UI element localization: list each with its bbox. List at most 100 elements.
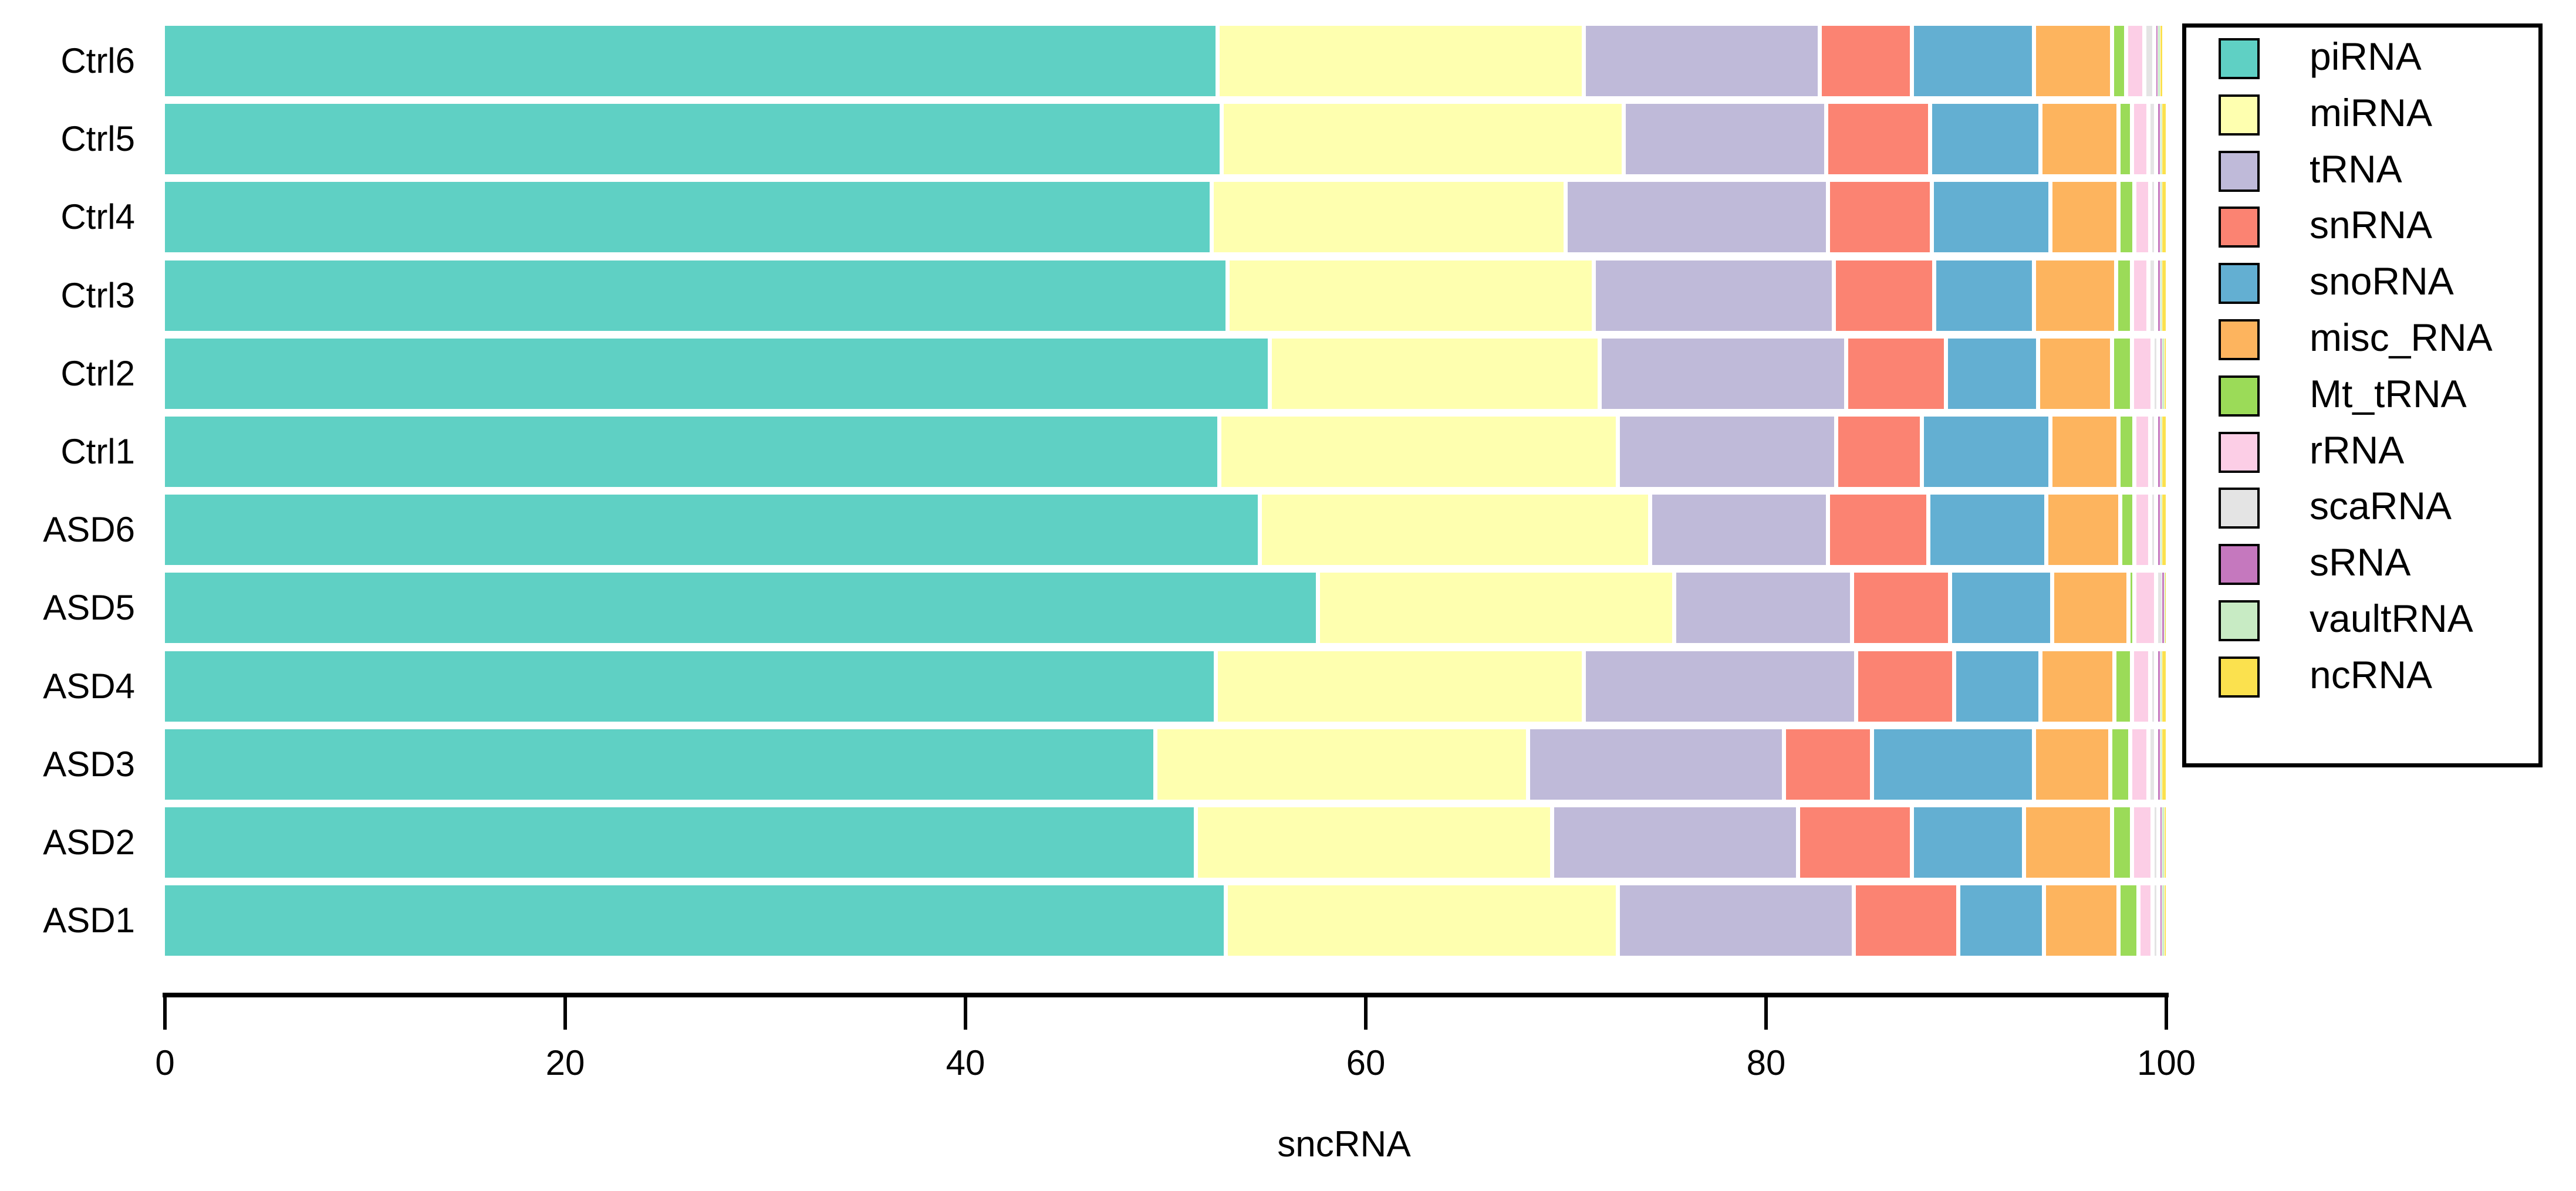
bar-segment-snoRNA [1914,807,2023,878]
bar-segment-miRNA [1221,417,1616,487]
x-axis-tick-80 [1764,997,1768,1030]
legend-label-misc_RNA: misc_RNA [2310,316,2493,359]
bar-row-Ctrl6 [0,26,2576,96]
bar-segment-sRNA [2160,807,2162,878]
x-axis-tick-0 [163,997,167,1030]
bar-segment-misc_RNA [2042,651,2112,722]
bar-segment-scaRNA [2152,417,2155,487]
bar-segment-vaultRNA [2160,417,2162,487]
bar-segment-vaultRNA [2160,104,2162,175]
bar-segment-snRNA [1836,260,1932,331]
x-axis-tick-label-40: 40 [946,1043,985,1082]
bar-segment-ncRNA [2164,338,2166,409]
bar-segment-vaultRNA [2162,338,2164,409]
y-axis-label-Ctrl6: Ctrl6 [60,41,135,80]
bar-segment-ncRNA [2162,417,2166,487]
bar-segment-piRNA [165,260,1226,331]
bar-segment-ncRNA [2162,182,2166,253]
bar-segment-piRNA [165,417,1218,487]
bar-segment-scaRNA [2146,26,2152,96]
bar-segment-miRNA [1220,26,1582,96]
bar-segment-scaRNA [2152,495,2155,566]
bar-segment-sRNA [2158,495,2160,566]
bar-segment-scaRNA [2154,807,2156,878]
x-axis-tick-label-20: 20 [545,1043,585,1082]
y-axis-label-ASD4: ASD4 [43,666,135,706]
bar-segment-misc_RNA [2054,573,2126,644]
bar-row-Ctrl1 [0,417,2576,487]
legend-label-tRNA: tRNA [2310,147,2402,191]
legend-swatch-misc_RNA [2219,319,2260,360]
bar-segment-sRNA [2158,104,2160,175]
bar-segment-vaultRNA [2160,651,2162,722]
bar-segment-ncRNA [2162,104,2166,175]
bar-segment-snRNA [1856,885,1956,956]
bar-segment-snoRNA [1924,417,2048,487]
bar-segment-sRNA [2158,182,2160,253]
legend-swatch-rRNA [2219,431,2260,473]
legend-swatch-vaultRNA [2219,600,2260,641]
bar-segment-piRNA [165,26,1216,96]
bar-segment-snoRNA [1874,729,2033,800]
bar-segment-vaultRNA [2158,26,2160,96]
bar-segment-snoRNA [1914,26,2033,96]
bar-segment-sRNA [2160,338,2162,409]
legend-swatch-tRNA [2219,150,2260,192]
bar-segment-Mt_tRNA [2114,807,2131,878]
bar-segment-rRNA [2134,104,2146,175]
bar-segment-tRNA [1586,26,1818,96]
x-axis-tick-label-60: 60 [1346,1043,1386,1082]
bar-segment-rRNA [2134,260,2146,331]
bar-segment-piRNA [165,338,1268,409]
legend-label-vaultRNA: vaultRNA [2310,597,2473,640]
bar-segment-ncRNA [2160,26,2162,96]
bar-segment-misc_RNA [2036,26,2111,96]
bar-segment-sRNA [2162,573,2164,644]
bar-segment-vaultRNA [2162,807,2164,878]
bar-segment-piRNA [165,104,1220,175]
bar-segment-snRNA [1830,495,1926,566]
legend-label-snRNA: snRNA [2310,203,2433,247]
bar-row-Ctrl3 [0,260,2576,331]
bar-segment-rRNA [2140,885,2150,956]
legend-label-snoRNA: snoRNA [2310,259,2454,303]
bar-segment-sRNA [2158,417,2160,487]
bar-segment-rRNA [2136,495,2149,566]
bar-segment-tRNA [1586,651,1854,722]
legend-label-sRNA: sRNA [2310,540,2411,584]
bar-segment-scaRNA [2154,338,2156,409]
bar-segment-misc_RNA [2040,338,2111,409]
bar-segment-miRNA [1261,495,1648,566]
bar-segment-piRNA [165,182,1210,253]
bar-row-ASD2 [0,807,2576,878]
bar-segment-vaultRNA [2160,495,2162,566]
bar-segment-tRNA [1620,417,1834,487]
legend-label-scaRNA: scaRNA [2310,484,2452,528]
bar-segment-vaultRNA [2160,260,2162,331]
bar-segment-miRNA [1230,260,1592,331]
bar-segment-rRNA [2132,729,2146,800]
bar-segment-scaRNA [2150,260,2155,331]
bar-segment-snoRNA [1930,495,2044,566]
bar-segment-miRNA [1213,182,1564,253]
bar-segment-sRNA [2158,260,2160,331]
bar-segment-scaRNA [2158,573,2162,644]
x-axis-line [163,993,2169,997]
bar-segment-snRNA [1858,651,1952,722]
bar-row-ASD3 [0,729,2576,800]
bar-segment-tRNA [1530,729,1782,800]
bar-segment-rRNA [2134,651,2149,722]
y-axis-label-Ctrl5: Ctrl5 [60,119,135,159]
bar-segment-snoRNA [1934,182,2048,253]
legend-swatch-miRNA [2219,94,2260,136]
bar-segment-sRNA [2160,885,2162,956]
legend-label-miRNA: miRNA [2310,90,2432,134]
bar-segment-tRNA [1602,338,1844,409]
bar-segment-rRNA [2128,26,2142,96]
legend-box: piRNA miRNA tRNA snRNA snoRNA misc_RNA Mt_tRNA… [2182,23,2543,767]
bar-segment-snRNA [1830,182,1930,253]
bar-segment-vaultRNA [2160,182,2162,253]
bar-segment-miRNA [1157,729,1526,800]
bar-segment-piRNA [165,885,1224,956]
